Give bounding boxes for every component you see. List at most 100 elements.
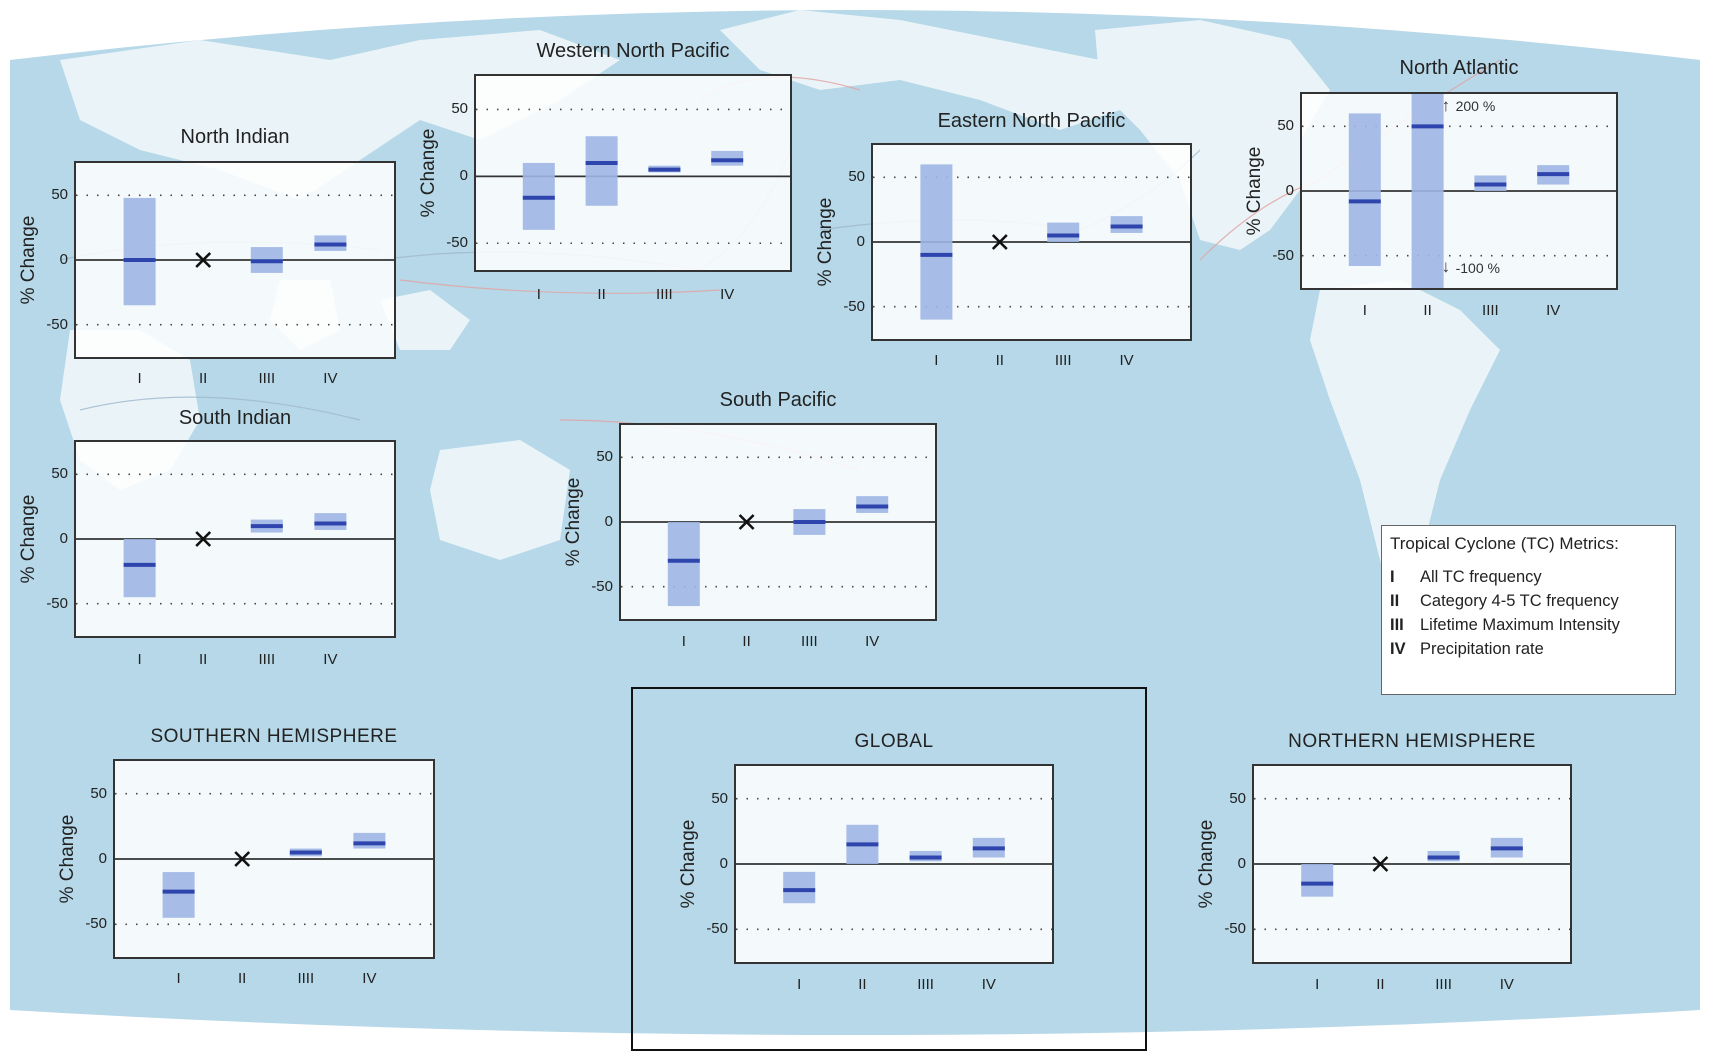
range-bar [162,872,195,918]
plot-area [1252,764,1572,964]
x-tick-label: IV [323,370,338,387]
x-tick-label: IIII [258,651,276,668]
legend-item-number: I [1390,568,1395,586]
y-tick-label: 50 [90,784,107,802]
legend-item-label: Category 4-5 TC frequency [1420,592,1619,610]
x-tick-label: II [597,286,606,303]
x-tick-label: I [137,651,142,668]
plot-svg [76,194,394,326]
y-tick-label: 0 [719,855,728,872]
axis-overflow-annotation: 200 % [1455,98,1496,114]
x-tick-label: IIII [801,633,818,650]
y-axis-label: % Change [18,215,39,305]
y-tick-label: 50 [51,465,68,483]
y-tick-label: 0 [1237,855,1246,872]
legend-item: IV Precipitation rate [1390,640,1667,659]
legend-item-label: All TC frequency [1420,568,1542,586]
global-highlight-frame [631,687,1147,1051]
legend-title: Tropical Cyclone (TC) Metrics: [1390,534,1619,553]
land-shape [430,440,570,560]
y-tick-label: -50 [85,915,107,933]
y-axis-label: % Change [18,494,39,584]
y-tick-label: 50 [451,100,468,118]
plot-svg [736,797,1052,931]
y-axis-label: % Change [815,197,836,287]
chart-title: North Atlantic [1399,57,1519,79]
x-tick-label: IV [1546,302,1561,319]
y-axis-label: % Change [418,128,439,218]
chart-title: Eastern North Pacific [937,110,1126,132]
y-tick-label: -50 [706,920,728,938]
range-bar [353,832,386,849]
arrow-down-icon: ↓ [1441,257,1451,276]
legend-item-number: IV [1390,640,1406,658]
arrow-up-icon: ↑ [1441,96,1451,115]
chart-title: Western North Pacific [536,40,730,62]
y-tick-label: 0 [604,513,613,530]
y-tick-label: 0 [59,530,68,547]
y-tick-label: -50 [591,577,613,595]
plot-svg [76,473,394,605]
x-tick-label: IIII [1482,302,1499,319]
x-tick-label: II [742,633,751,650]
x-tick-label: IV [362,970,377,987]
y-tick-label: -50 [446,234,468,252]
x-tick-label: IV [1119,352,1134,369]
range-bar [1411,94,1444,288]
x-tick-label: II [1423,302,1432,319]
y-axis-label: % Change [1196,819,1217,909]
legend-item-label: Precipitation rate [1420,640,1544,658]
x-tick-label: IIII [917,976,934,993]
legend-item-number: III [1390,616,1404,634]
x-tick-label: II [199,651,208,668]
x-tick-label: II [858,976,867,993]
not-shown-x-marker [1372,856,1389,872]
plot-area [871,143,1192,341]
x-tick-label: IV [720,286,735,303]
y-tick-label: -50 [46,594,68,612]
x-tick-label: I [536,286,541,303]
x-tick-label: I [1362,302,1367,319]
x-tick-label: I [1315,976,1320,993]
not-shown-x-marker [991,234,1008,250]
y-tick-label: 0 [856,233,865,250]
plot-svg [621,456,935,607]
x-tick-label: IIII [1054,352,1072,369]
x-tick-label: IIII [258,370,276,387]
range-bar [711,150,744,166]
chart-title: GLOBAL [854,731,934,752]
land-shape [380,290,470,350]
plot-svg [1254,797,1570,931]
axis-overflow-annotation: -100 % [1455,260,1500,276]
legend-item: II Category 4-5 TC frequency [1390,592,1667,611]
range-bar [1047,222,1080,242]
x-tick-label: I [176,970,181,987]
range-bar [123,539,156,598]
not-shown-x-marker [738,514,755,530]
chart-title: South Indian [178,407,292,429]
y-tick-label: 0 [98,850,107,867]
land-shape [1310,280,1500,620]
y-tick-label: 0 [459,167,468,185]
not-shown-x-marker [234,851,251,867]
storm-track-line [399,279,721,294]
y-tick-label: 50 [711,789,728,807]
chart-title: NORTHERN HEMISPHERE [1288,731,1536,752]
range-bar [920,164,953,320]
range-bar [667,522,700,607]
legend-item-number: II [1390,592,1400,610]
y-tick-label: -50 [1272,246,1294,264]
legend-item: III Lifetime Maximum Intensity [1390,616,1667,635]
y-axis-label: % Change [678,819,699,909]
x-tick-label: IIII [297,970,315,987]
chart-title: North Indian [180,126,290,148]
x-tick-label: I [797,976,802,993]
y-axis-label: % Change [57,814,78,904]
x-tick-label: IV [1499,976,1514,993]
x-tick-label: I [137,370,142,387]
x-tick-label: I [681,633,686,650]
range-bar [123,197,156,306]
y-tick-label: -50 [1224,920,1246,938]
range-bar [1301,864,1334,897]
